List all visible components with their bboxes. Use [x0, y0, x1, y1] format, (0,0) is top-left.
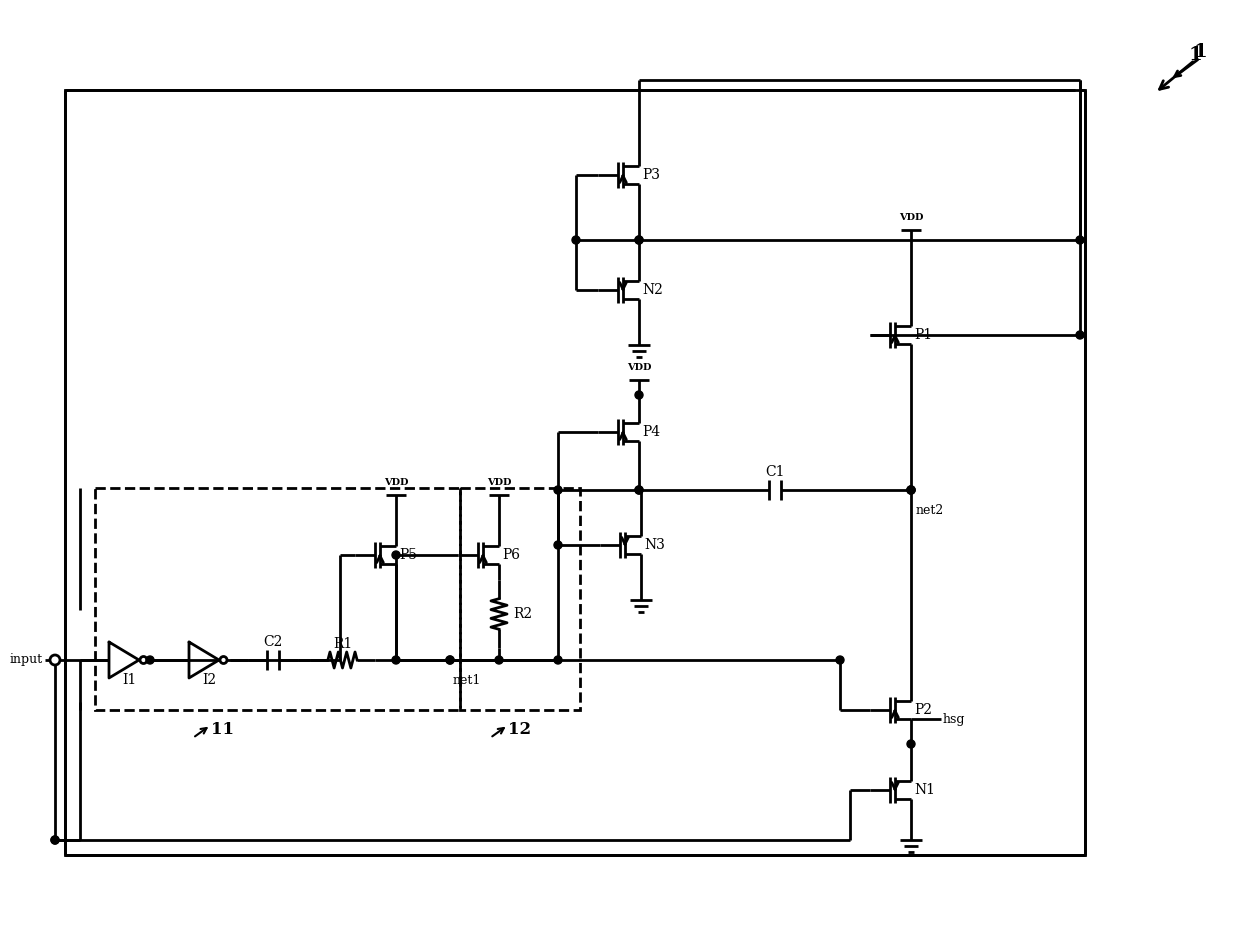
Circle shape: [392, 551, 400, 559]
Text: N3: N3: [644, 538, 665, 552]
Text: P1: P1: [914, 328, 932, 342]
Circle shape: [496, 656, 503, 664]
Text: P3: P3: [642, 168, 660, 182]
Circle shape: [636, 236, 643, 244]
Circle shape: [51, 836, 59, 844]
Circle shape: [146, 656, 154, 664]
Text: hsg: hsg: [943, 712, 965, 725]
Text: I2: I2: [202, 673, 217, 687]
Circle shape: [50, 655, 59, 665]
Text: R2: R2: [513, 607, 532, 621]
Text: P2: P2: [914, 703, 932, 717]
Circle shape: [1075, 236, 1084, 244]
Text: P6: P6: [502, 548, 520, 562]
Circle shape: [907, 740, 914, 748]
Text: C1: C1: [766, 465, 784, 479]
Circle shape: [554, 541, 563, 549]
Circle shape: [636, 236, 643, 244]
Text: P4: P4: [642, 425, 660, 439]
Circle shape: [392, 656, 400, 664]
Text: VDD: VDD: [384, 478, 408, 487]
Circle shape: [636, 486, 643, 494]
Text: N1: N1: [914, 783, 935, 797]
Circle shape: [907, 486, 914, 494]
Text: N2: N2: [642, 283, 663, 297]
Circle shape: [554, 486, 563, 494]
Circle shape: [51, 836, 59, 844]
Circle shape: [1075, 331, 1084, 339]
Circle shape: [636, 486, 643, 494]
Text: 1: 1: [1188, 46, 1202, 64]
Text: C2: C2: [264, 635, 282, 649]
Circle shape: [836, 656, 844, 664]
Text: R1: R1: [333, 637, 352, 651]
Circle shape: [446, 656, 453, 664]
Circle shape: [446, 656, 453, 664]
Text: net2: net2: [916, 504, 944, 516]
Text: P5: P5: [399, 548, 418, 562]
Text: net1: net1: [453, 674, 482, 687]
Circle shape: [907, 486, 914, 494]
Circle shape: [572, 236, 580, 244]
Text: VDD: VDD: [898, 213, 923, 222]
Text: I1: I1: [123, 673, 136, 687]
Text: 1: 1: [1193, 43, 1207, 61]
Circle shape: [554, 656, 563, 664]
Text: 12: 12: [508, 722, 532, 739]
Circle shape: [140, 657, 147, 663]
Circle shape: [636, 391, 643, 399]
Circle shape: [907, 486, 914, 494]
Text: 11: 11: [212, 722, 234, 739]
Text: VDD: VDD: [487, 478, 512, 487]
Text: input: input: [10, 654, 43, 667]
Text: VDD: VDD: [627, 363, 652, 372]
Circle shape: [221, 657, 227, 663]
